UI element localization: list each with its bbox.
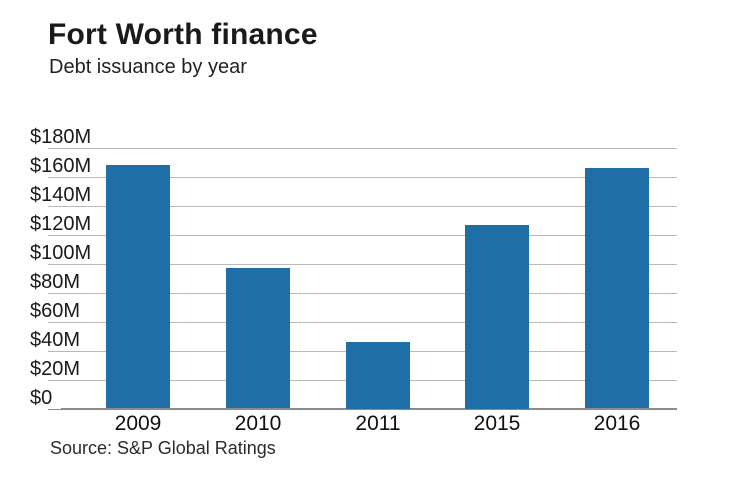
y-axis-tick-label: $40M — [30, 329, 90, 351]
gridline — [48, 264, 677, 265]
gridline — [48, 177, 677, 178]
gridline — [48, 148, 677, 149]
bar-2011 — [346, 342, 410, 409]
y-axis-tick-label: $20M — [30, 358, 90, 380]
x-axis-label-2009: 2009 — [114, 412, 162, 435]
bar-2015 — [465, 225, 529, 409]
y-axis-tick-label: $0 — [30, 387, 62, 409]
y-axis-tick-label: $100M — [30, 242, 101, 264]
bar-2009 — [106, 165, 170, 408]
y-axis-tick-label: $60M — [30, 300, 90, 322]
y-axis-tick-label: $160M — [30, 155, 101, 177]
gridline — [48, 293, 677, 294]
x-axis-label-2010: 2010 — [234, 412, 282, 435]
y-axis-tick-label: $180M — [30, 126, 101, 148]
source-note: Source: S&P Global Ratings — [50, 438, 276, 458]
chart-subtitle: Debt issuance by year — [49, 56, 247, 78]
y-axis-tick-label: $80M — [30, 271, 90, 293]
x-axis-label-2011: 2011 — [355, 412, 401, 435]
bar-2010 — [226, 268, 290, 408]
gridline — [48, 322, 677, 323]
x-axis-baseline — [48, 408, 677, 410]
gridline — [48, 206, 677, 207]
gridline — [48, 235, 677, 236]
x-axis-label-2016: 2016 — [593, 412, 641, 435]
y-axis-tick-label: $120M — [30, 213, 101, 235]
x-axis-label-2015: 2015 — [473, 412, 521, 435]
bar-2016 — [585, 168, 649, 408]
y-axis-tick-label: $140M — [30, 184, 101, 206]
chart-title: Fort Worth finance — [48, 18, 318, 51]
